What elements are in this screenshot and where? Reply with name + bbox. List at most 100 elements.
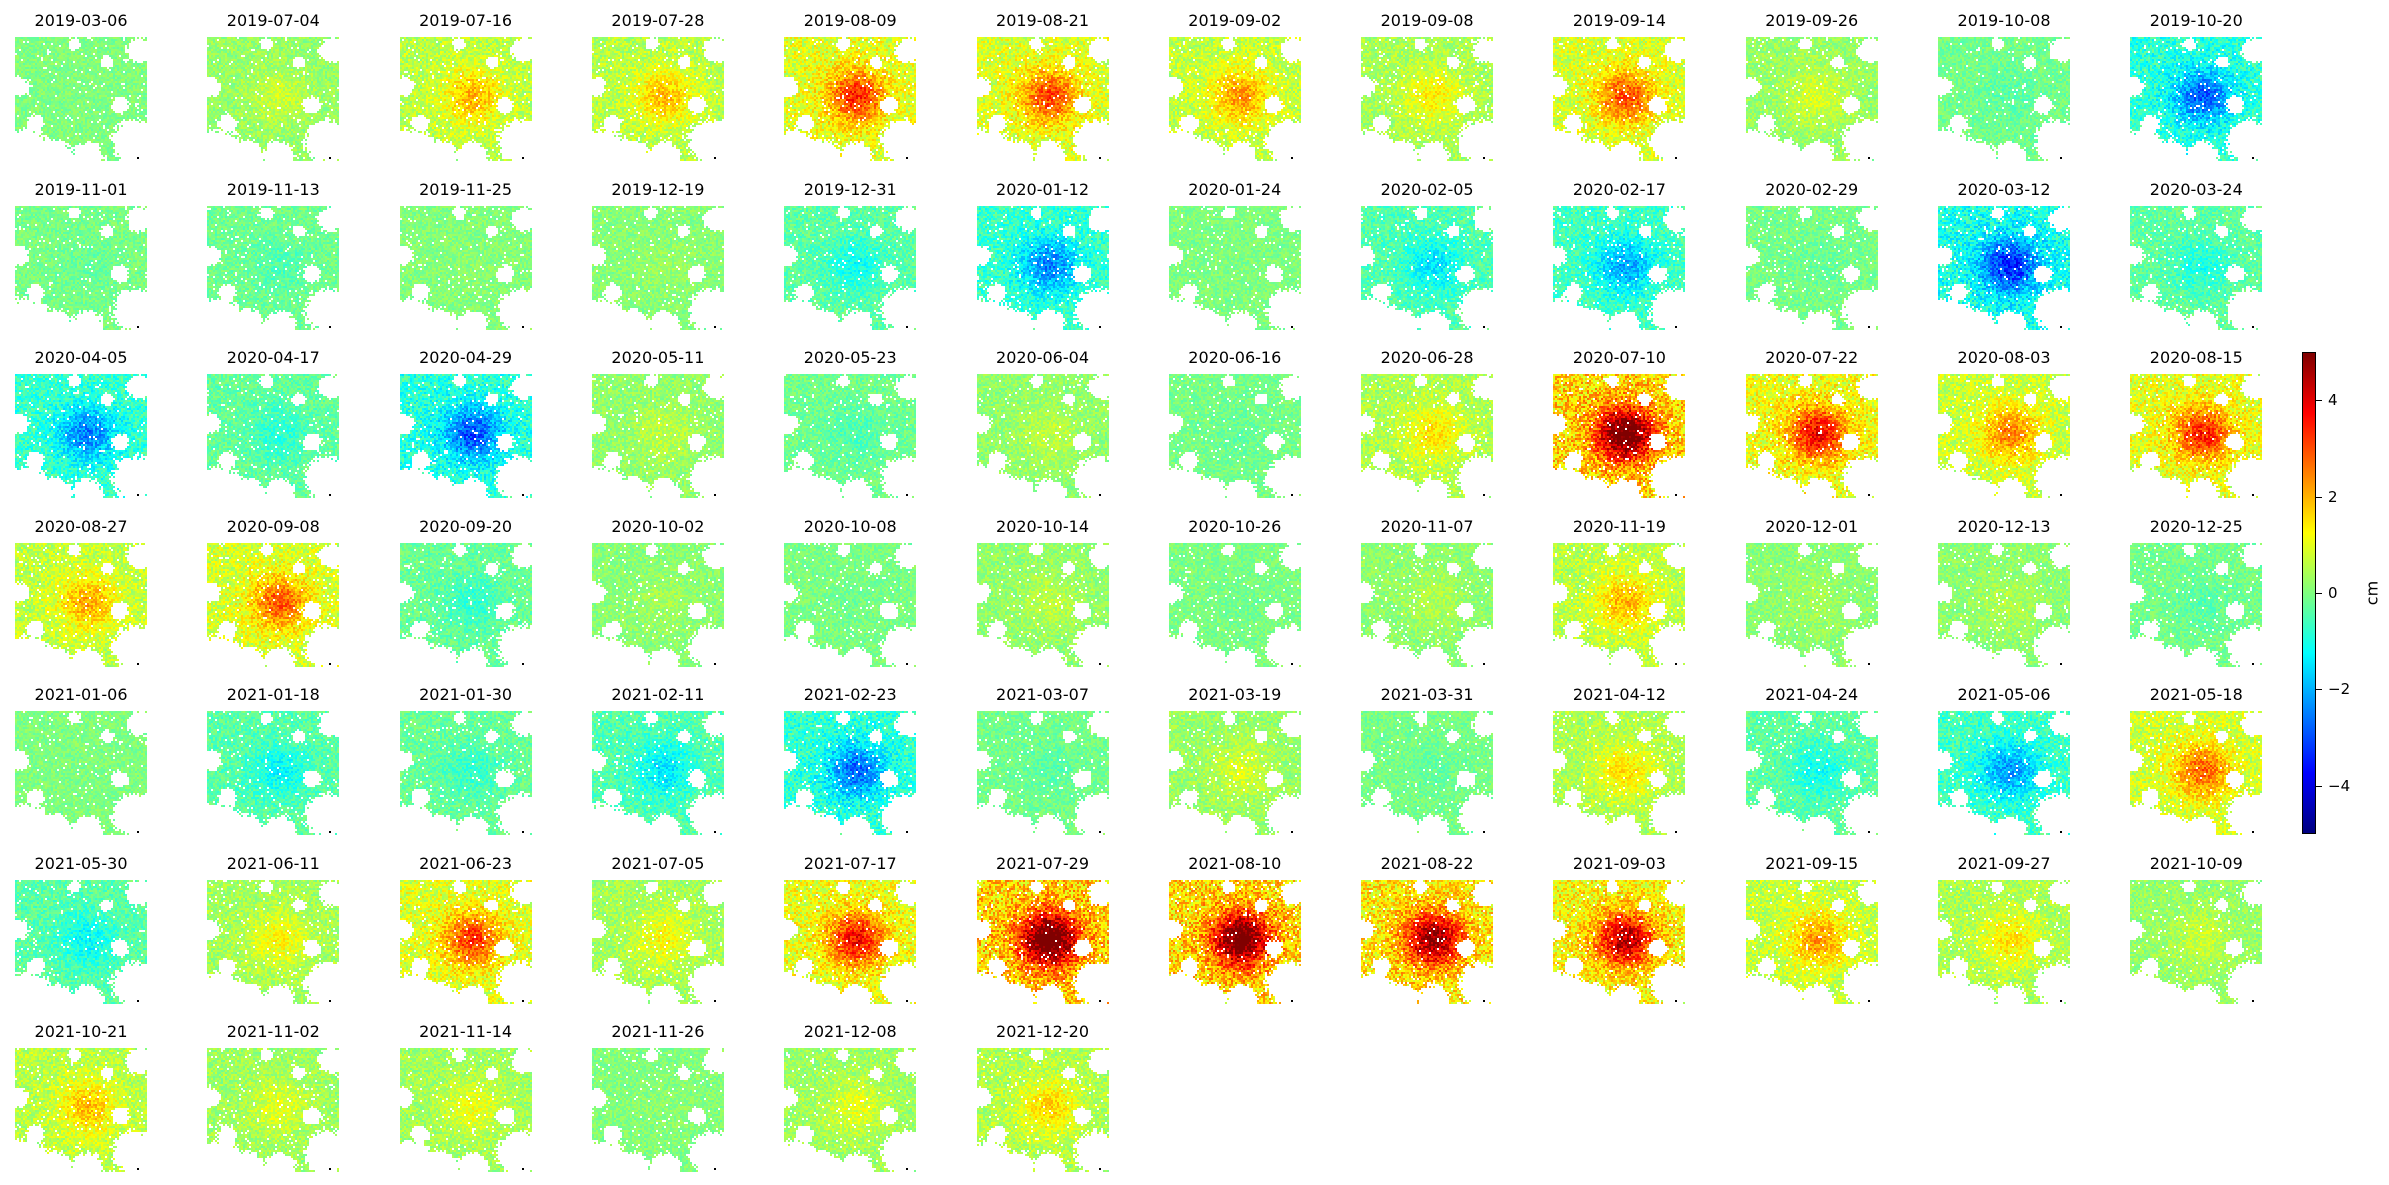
displacement-map-panel [1168, 711, 1301, 835]
displacement-map-panel [1745, 542, 1878, 667]
displacement-map-panel [1938, 37, 2070, 161]
panel-title: 2021-09-27 [1957, 853, 2051, 873]
panel-title: 2019-09-08 [1380, 11, 1474, 30]
displacement-map-panel [784, 1048, 917, 1172]
displacement-map-panel [1168, 205, 1301, 330]
displacement-map-panel [784, 374, 917, 498]
displacement-map-panel [784, 711, 917, 835]
panel-title: 2020-12-25 [2149, 516, 2243, 536]
panel-title: 2021-10-21 [34, 1022, 128, 1041]
colorbar-tick [2316, 689, 2322, 691]
panel-title: 2021-05-06 [1957, 685, 2051, 704]
panel-title: 2021-01-18 [226, 685, 320, 704]
displacement-map-panel [2130, 711, 2263, 835]
displacement-map-panel [1361, 711, 1494, 835]
displacement-map-panel [399, 37, 532, 161]
panel-title: 2019-11-01 [34, 179, 128, 199]
displacement-map-panel [784, 542, 917, 667]
panel-title: 2020-12-01 [1765, 516, 1859, 536]
panel-title: 2020-12-13 [1957, 516, 2051, 536]
panel-title: 2020-09-20 [419, 516, 513, 536]
displacement-map-panel [1168, 374, 1301, 498]
panel-title: 2020-09-08 [226, 516, 320, 536]
panel-title: 2019-08-09 [803, 11, 897, 30]
displacement-map-panel [399, 1048, 532, 1172]
panel-title: 2021-03-19 [1188, 685, 1282, 704]
colorbar-tick-label: −2 [2328, 680, 2351, 699]
panel-title: 2020-08-15 [2149, 348, 2243, 367]
displacement-map-panel [15, 37, 147, 161]
displacement-map-panel [1361, 542, 1494, 667]
panel-title: 2021-09-03 [1572, 853, 1666, 873]
colorbar-tick-label: 2 [2328, 487, 2338, 506]
displacement-map-panel [1553, 205, 1686, 330]
displacement-map-panel [591, 205, 724, 330]
displacement-map-panel [399, 879, 532, 1004]
displacement-map-panel [2130, 374, 2263, 498]
colorbar-tick-label: 0 [2328, 584, 2338, 602]
displacement-map-panel [15, 879, 147, 1004]
displacement-map-panel [1745, 711, 1878, 835]
panel-title: 2020-06-16 [1188, 348, 1282, 367]
displacement-map-panel [1938, 879, 2070, 1004]
panel-title: 2020-10-14 [996, 516, 1089, 536]
colorbar-tick [2316, 785, 2322, 787]
panel-title: 2020-08-27 [34, 516, 128, 536]
panel-title: 2019-03-06 [34, 11, 128, 30]
panel-title: 2020-10-08 [803, 516, 897, 536]
displacement-map-panel [207, 711, 340, 835]
displacement-map-panel [1553, 879, 1686, 1004]
displacement-map-panel [207, 879, 340, 1004]
displacement-map-panel [399, 711, 532, 835]
panel-title: 2021-02-23 [803, 685, 897, 704]
panel-title: 2021-07-29 [996, 853, 1089, 873]
panel-title: 2020-11-07 [1380, 516, 1474, 536]
panel-title: 2019-10-08 [1957, 11, 2051, 30]
panel-title: 2021-06-23 [419, 853, 513, 873]
panel-title: 2021-11-02 [226, 1022, 320, 1041]
displacement-map-panel [784, 879, 917, 1004]
displacement-map-panel [1553, 37, 1686, 161]
panel-title: 2020-05-23 [803, 348, 897, 367]
displacement-map-panel [1361, 205, 1494, 330]
displacement-map-panel [1553, 711, 1686, 835]
panel-title: 2019-07-28 [611, 11, 705, 30]
panel-title: 2021-12-20 [996, 1022, 1089, 1041]
panel-title: 2019-09-02 [1188, 11, 1282, 30]
panel-title: 2019-07-16 [419, 11, 513, 30]
displacement-map-panel [976, 374, 1109, 498]
panel-title: 2021-08-10 [1188, 853, 1282, 873]
panel-title: 2021-12-08 [803, 1022, 897, 1041]
panel-title: 2021-05-30 [34, 853, 128, 873]
panel-title: 2019-09-14 [1572, 11, 1666, 30]
panel-title: 2020-03-24 [2149, 179, 2243, 199]
panel-title: 2019-07-04 [226, 11, 320, 30]
colorbar [2302, 352, 2316, 834]
displacement-map-panel [2130, 879, 2263, 1004]
displacement-map-panel [591, 374, 724, 498]
colorbar-tick [2316, 496, 2322, 498]
displacement-map-panel [1553, 542, 1686, 667]
panel-title: 2020-05-11 [611, 348, 705, 367]
panel-title: 2020-01-12 [996, 179, 1089, 199]
panel-title: 2020-07-10 [1572, 348, 1666, 367]
panel-title: 2021-02-11 [611, 685, 705, 704]
panel-title: 2020-11-19 [1572, 516, 1666, 536]
panel-title: 2020-07-22 [1765, 348, 1859, 367]
panel-title: 2020-02-17 [1572, 179, 1666, 199]
panel-title: 2019-11-13 [226, 179, 320, 199]
panel-title: 2020-04-05 [34, 348, 128, 367]
colorbar-tick [2316, 400, 2322, 402]
colorbar-tick [2316, 593, 2322, 594]
panel-title: 2020-10-26 [1188, 516, 1282, 536]
panel-title: 2020-02-29 [1765, 179, 1859, 199]
displacement-map-panel [1938, 205, 2070, 330]
panel-title: 2021-10-09 [2149, 853, 2243, 873]
colorbar-tick-label: 4 [2328, 391, 2338, 410]
displacement-map-panel [207, 542, 340, 667]
panel-title: 2021-01-06 [34, 685, 128, 704]
panel-title: 2020-04-29 [419, 348, 513, 367]
displacement-map-panel [1168, 37, 1301, 161]
displacement-map-panel [207, 1048, 340, 1172]
panel-title: 2021-08-22 [1380, 853, 1474, 873]
